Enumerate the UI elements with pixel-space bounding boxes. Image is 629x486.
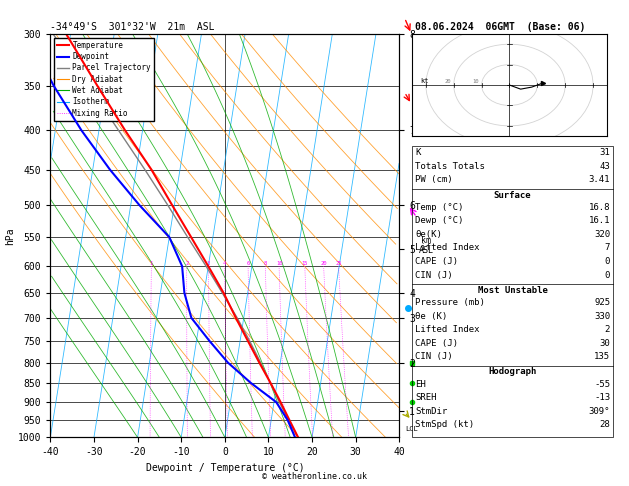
Text: StmSpd (kt): StmSpd (kt) — [415, 420, 474, 430]
Text: 320: 320 — [594, 230, 610, 239]
Y-axis label: hPa: hPa — [5, 227, 15, 244]
Text: -13: -13 — [594, 393, 610, 402]
Text: 2: 2 — [604, 325, 610, 334]
Text: 1: 1 — [150, 261, 153, 266]
Text: SREH: SREH — [415, 393, 437, 402]
Text: 3: 3 — [207, 261, 210, 266]
Text: 30: 30 — [599, 339, 610, 348]
Text: 43: 43 — [599, 162, 610, 171]
Text: Lifted Index: Lifted Index — [415, 325, 480, 334]
Text: 10: 10 — [276, 261, 282, 266]
Text: © weatheronline.co.uk: © weatheronline.co.uk — [262, 472, 367, 481]
Text: 10: 10 — [472, 79, 479, 84]
X-axis label: Dewpoint / Temperature (°C): Dewpoint / Temperature (°C) — [145, 463, 304, 473]
Text: 3.41: 3.41 — [589, 175, 610, 185]
Text: 0: 0 — [604, 271, 610, 280]
Text: θe (K): θe (K) — [415, 312, 447, 321]
Text: 6: 6 — [247, 261, 250, 266]
Text: 16.1: 16.1 — [589, 216, 610, 226]
Text: kt: kt — [420, 78, 429, 84]
Legend: Temperature, Dewpoint, Parcel Trajectory, Dry Adiabat, Wet Adiabat, Isotherm, Mi: Temperature, Dewpoint, Parcel Trajectory… — [54, 38, 154, 121]
Text: 20: 20 — [320, 261, 327, 266]
Text: Surface: Surface — [494, 191, 532, 200]
Text: -34°49'S  301°32'W  21m  ASL: -34°49'S 301°32'W 21m ASL — [50, 22, 215, 32]
Text: CAPE (J): CAPE (J) — [415, 339, 458, 348]
Text: Hodograph: Hodograph — [489, 367, 537, 377]
Text: 2: 2 — [185, 261, 188, 266]
Text: 28: 28 — [599, 420, 610, 430]
Text: 20: 20 — [445, 79, 451, 84]
Text: 8: 8 — [264, 261, 267, 266]
Text: Lifted Index: Lifted Index — [415, 243, 480, 253]
Text: 0: 0 — [604, 257, 610, 266]
Text: K: K — [415, 148, 421, 157]
Text: 135: 135 — [594, 352, 610, 362]
Text: EH: EH — [415, 380, 426, 389]
Text: 31: 31 — [599, 148, 610, 157]
Text: Pressure (mb): Pressure (mb) — [415, 298, 485, 307]
Text: -55: -55 — [594, 380, 610, 389]
Text: 925: 925 — [594, 298, 610, 307]
Text: 7: 7 — [604, 243, 610, 253]
Text: 4: 4 — [223, 261, 226, 266]
Text: Totals Totals: Totals Totals — [415, 162, 485, 171]
Text: CAPE (J): CAPE (J) — [415, 257, 458, 266]
Text: 25: 25 — [335, 261, 342, 266]
Text: 309°: 309° — [589, 407, 610, 416]
Text: Most Unstable: Most Unstable — [477, 286, 548, 295]
Text: CIN (J): CIN (J) — [415, 271, 453, 280]
Text: 330: 330 — [594, 312, 610, 321]
Text: Temp (°C): Temp (°C) — [415, 203, 464, 212]
Text: Dewp (°C): Dewp (°C) — [415, 216, 464, 226]
Text: 08.06.2024  06GMT  (Base: 06): 08.06.2024 06GMT (Base: 06) — [415, 22, 586, 32]
Text: PW (cm): PW (cm) — [415, 175, 453, 185]
Text: 15: 15 — [301, 261, 308, 266]
Y-axis label: km
ASL: km ASL — [418, 236, 433, 255]
Text: StmDir: StmDir — [415, 407, 447, 416]
Text: 16.8: 16.8 — [589, 203, 610, 212]
Text: CIN (J): CIN (J) — [415, 352, 453, 362]
Text: θe(K): θe(K) — [415, 230, 442, 239]
